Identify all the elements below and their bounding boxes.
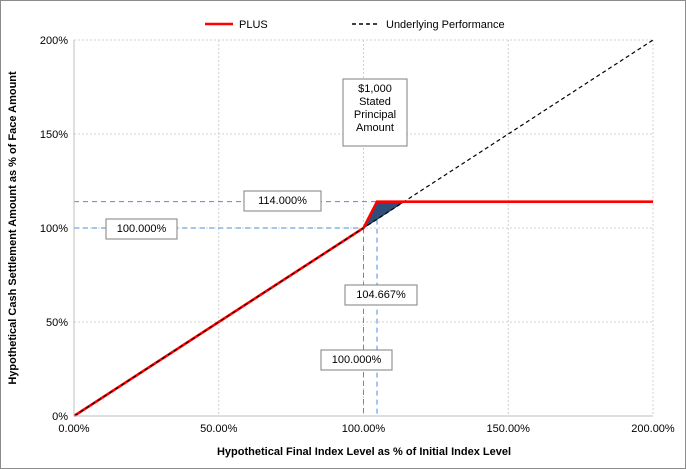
annotation-104-box [344,284,418,306]
y-tick-label: 50% [46,317,68,329]
series-lines [73,39,654,418]
plus-line [73,200,653,418]
axes [73,40,653,417]
annotation-114-box [243,190,322,212]
annotation-x100-text: 100.000% [332,354,382,366]
stated-principal-annotation-text: Principal [354,109,396,121]
stated-principal-annotation-text: Stated [359,96,391,108]
y-tick-label: 0% [52,411,68,423]
legend-label-plus: PLUS [239,19,268,31]
annotation-114-text: 114.000% [258,195,307,207]
x-tick-label: 0.00% [58,423,89,435]
x-tick-label: 150.00% [487,423,531,435]
tick-labels: 0.00% 50.00% 100.00% 150.00% 200.00% 0% 50% 100… [40,35,675,435]
x-tick-label: 100.00% [342,423,386,435]
annotation-y100-text: 100.000% [117,223,167,235]
y-tick-label: 200% [40,35,68,47]
x-axis-title: Hypothetical Final Index Level as % of I… [217,446,511,458]
legend: PLUS Underlying Performance [205,19,505,31]
stated-principal-annotation-text: $1,000 [358,83,392,95]
y-tick-label: 100% [40,223,68,235]
annotation-y100-box [105,218,178,240]
y-axis-title: Hypothetical Cash Settlement Amount as %… [7,71,19,385]
annotation-104-text: 104.667% [356,289,406,301]
stated-principal-annotation-box [342,78,408,147]
x-tick-label: 200.00% [631,423,675,435]
x-tick-label: 50.00% [200,423,238,435]
underlying-overlap-line [73,227,364,417]
y-tick-label: 150% [40,129,68,141]
stated-principal-annotation-text: Amount [356,122,394,134]
legend-label-underlying: Underlying Performance [386,19,505,31]
annotation-x100-box [320,349,393,371]
